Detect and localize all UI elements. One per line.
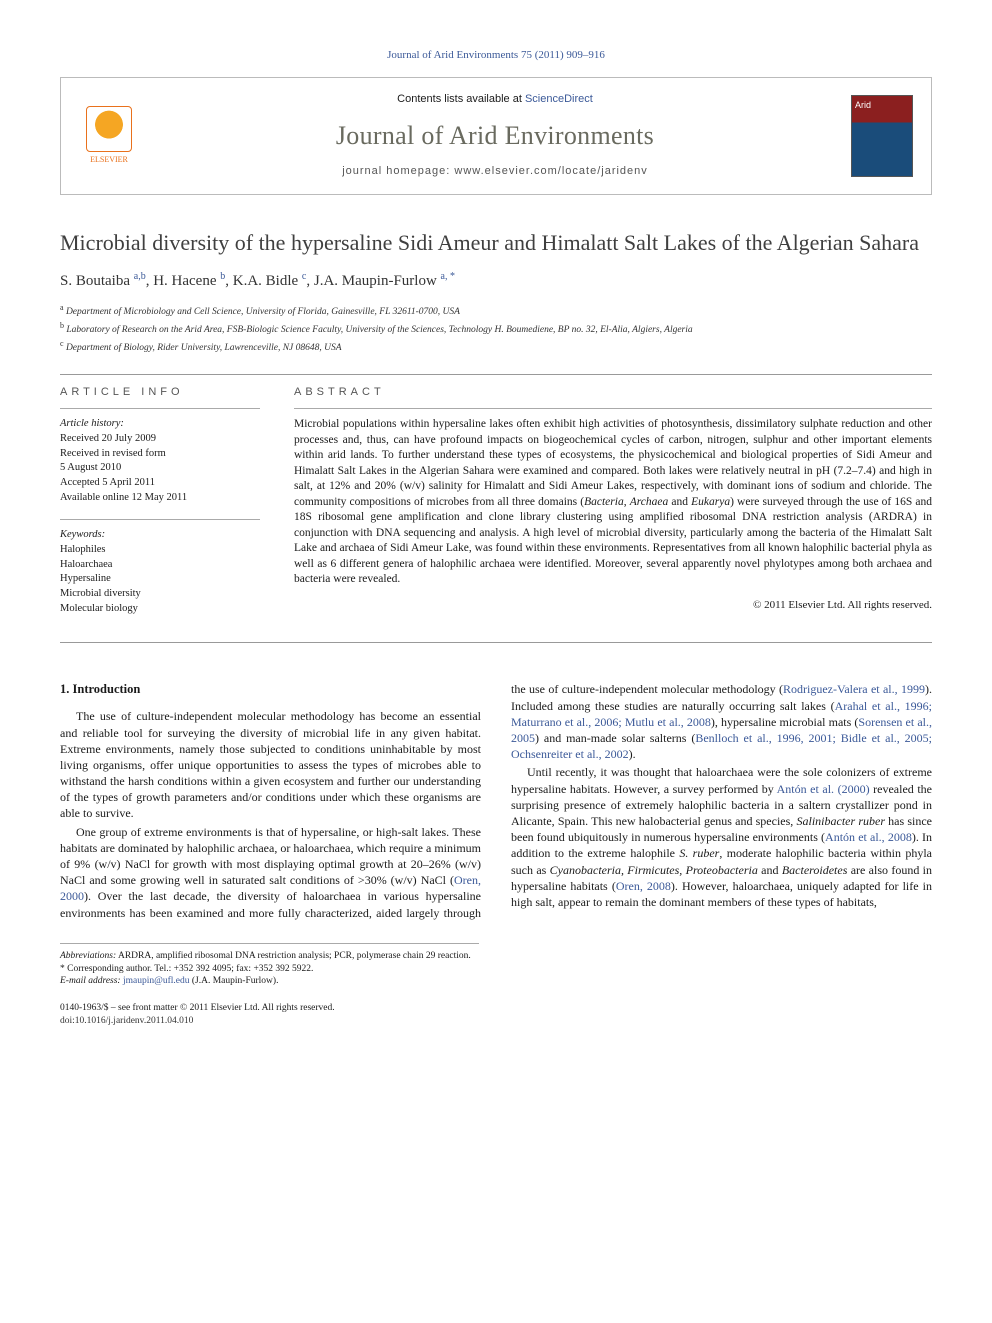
keyword: Haloarchaea	[60, 558, 260, 573]
divider-bottom	[60, 642, 932, 643]
cover-label: Arid	[855, 100, 871, 110]
history-line: Received in revised form	[60, 447, 260, 462]
affiliation-b: b Laboratory of Research on the Arid Are…	[60, 320, 932, 338]
keyword: Hypersaline	[60, 572, 260, 587]
author-list: S. Boutaiba a,b, H. Hacene b, K.A. Bidle…	[60, 270, 932, 292]
contents-prefix: Contents lists available at	[397, 93, 525, 105]
page-footer: 0140-1963/$ – see front matter © 2011 El…	[60, 1002, 932, 1028]
species-name: S. ruber	[679, 846, 719, 860]
elsevier-tree-icon	[86, 106, 132, 152]
history-label: Article history:	[60, 417, 260, 432]
info-abstract-row: ARTICLE INFO Article history: Received 2…	[60, 385, 932, 631]
abstract-copyright: © 2011 Elsevier Ltd. All rights reserved…	[294, 598, 932, 613]
journal-header: ELSEVIER Contents lists available at Sci…	[60, 77, 932, 194]
keywords-block: Keywords: Halophiles Haloarchaea Hypersa…	[60, 528, 260, 616]
elsevier-logo: ELSEVIER	[79, 102, 139, 170]
intro-paragraph-1: The use of culture-independent molecular…	[60, 708, 481, 821]
contents-line: Contents lists available at ScienceDirec…	[159, 92, 831, 107]
affiliation-c: c Department of Biology, Rider Universit…	[60, 338, 932, 356]
publisher-label: ELSEVIER	[90, 154, 128, 165]
keywords-label: Keywords:	[60, 528, 260, 543]
footnotes: Abbreviations: ARDRA, amplified ribosoma…	[60, 943, 479, 988]
sciencedirect-link[interactable]: ScienceDirect	[525, 93, 593, 105]
journal-cover-thumbnail: Arid	[851, 95, 913, 177]
abstract-heading: ABSTRACT	[294, 385, 932, 400]
corresponding-author-footnote: * Corresponding author. Tel.: +352 392 4…	[60, 963, 479, 976]
history-line: Available online 12 May 2011	[60, 491, 260, 506]
email-link[interactable]: jmaupin@ufl.edu	[121, 976, 190, 986]
email-footnote: E-mail address: jmaupin@ufl.edu (J.A. Ma…	[60, 975, 479, 988]
history-line: 5 August 2010	[60, 461, 260, 476]
info-rule	[60, 408, 260, 409]
history-line: Accepted 5 April 2011	[60, 476, 260, 491]
phylum-name: Bacteroidetes	[782, 863, 848, 877]
species-name: Salinibacter ruber	[796, 814, 885, 828]
journal-homepage[interactable]: journal homepage: www.elsevier.com/locat…	[159, 164, 831, 179]
body-columns: 1. Introduction The use of culture-indep…	[60, 681, 932, 920]
article-title: Microbial diversity of the hypersaline S…	[60, 229, 932, 257]
abstract-text: Microbial populations within hypersaline…	[294, 417, 932, 588]
affiliation-a: a Department of Microbiology and Cell Sc…	[60, 302, 932, 320]
history-line: Received 20 July 2009	[60, 432, 260, 447]
phyla-names: Cyanobacteria, Firmicutes, Proteobacteri…	[550, 863, 758, 877]
affiliations: a Department of Microbiology and Cell Sc…	[60, 302, 932, 356]
keyword: Molecular biology	[60, 602, 260, 617]
intro-paragraph-3: Until recently, it was thought that halo…	[511, 764, 932, 910]
article-history: Article history: Received 20 July 2009 R…	[60, 417, 260, 505]
citation-link[interactable]: Rodriguez-Valera et al., 1999	[783, 682, 925, 696]
citation-link[interactable]: Antón et al., 2008	[825, 830, 912, 844]
citation-link[interactable]: Antón et al. (2000)	[777, 782, 870, 796]
abbreviations-footnote: Abbreviations: ARDRA, amplified ribosoma…	[60, 950, 479, 963]
divider-top	[60, 374, 932, 375]
journal-name: Journal of Arid Environments	[159, 118, 831, 154]
doi-line[interactable]: doi:10.1016/j.jaridenv.2011.04.010	[60, 1015, 932, 1028]
intro-heading: 1. Introduction	[60, 681, 481, 698]
abstract-rule	[294, 408, 932, 409]
article-info-heading: ARTICLE INFO	[60, 385, 260, 400]
abstract-column: ABSTRACT Microbial populations within hy…	[294, 385, 932, 631]
article-info-column: ARTICLE INFO Article history: Received 2…	[60, 385, 260, 631]
issn-line: 0140-1963/$ – see front matter © 2011 El…	[60, 1002, 932, 1015]
citation-link[interactable]: Oren, 2008	[616, 879, 671, 893]
page-root: Journal of Arid Environments 75 (2011) 9…	[0, 0, 992, 1068]
keyword: Microbial diversity	[60, 587, 260, 602]
citation-line: Journal of Arid Environments 75 (2011) 9…	[60, 48, 932, 63]
info-rule	[60, 519, 260, 520]
keyword: Halophiles	[60, 543, 260, 558]
header-center: Contents lists available at ScienceDirec…	[159, 92, 831, 179]
